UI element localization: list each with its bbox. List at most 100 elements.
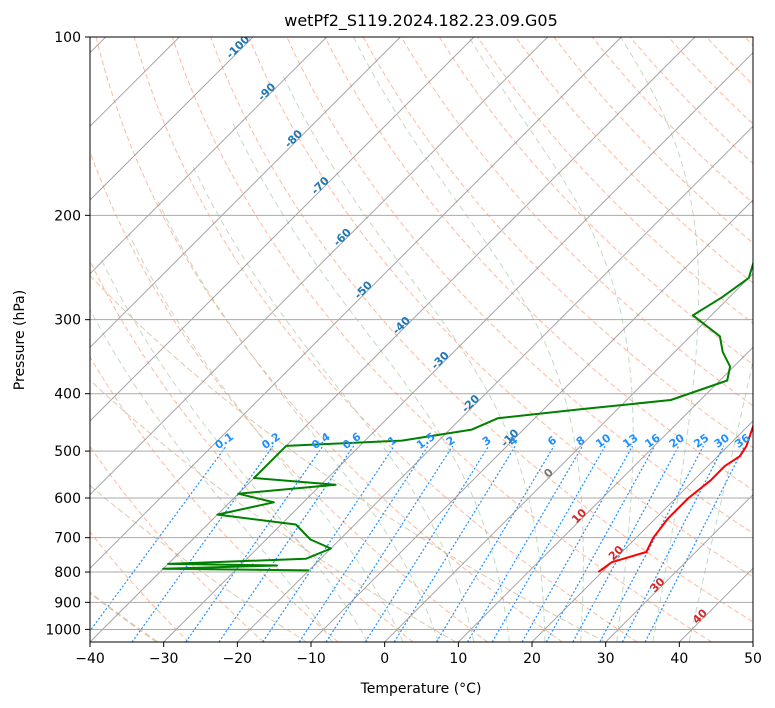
isotherm-line (678, 567, 753, 642)
dry-adiabat (668, 37, 753, 125)
mixing-ratio-line (298, 445, 429, 642)
moist-adiabat (688, 358, 753, 642)
dry-adiabat (286, 37, 753, 534)
isotherm-label: 40 (690, 606, 710, 626)
isotherm-line (90, 37, 401, 349)
mixing-ratio-line (393, 445, 516, 642)
dry-adiabat (553, 37, 753, 244)
x-tick-label: 20 (523, 651, 541, 667)
mixing-ratio-label: 10 (593, 431, 613, 451)
moist-adiabat (99, 256, 369, 642)
x-tick-label: 50 (744, 651, 762, 667)
pressure-gridlines (90, 37, 753, 630)
x-axis-label: Temperature (°C) (360, 681, 482, 697)
mixing-ratio-label: 0.2 (259, 430, 282, 452)
isotherm-line (457, 346, 753, 642)
mixing-ratio-line (185, 445, 324, 642)
dry-adiabat (362, 37, 753, 449)
moist-adiabat (90, 308, 333, 642)
reference-adiabat (90, 274, 606, 642)
mixing-ratio-line (435, 445, 555, 642)
y-tick-label: 600 (54, 491, 81, 507)
mixing-ratio-line (521, 445, 634, 642)
moist-adiabat (353, 37, 584, 642)
mixing-ratio-label: 20 (667, 431, 687, 451)
isotherm-line (752, 641, 753, 642)
chart-title: wetPf2_S119.2024.182.23.09.G05 (284, 11, 558, 31)
isotherm-label: -50 (352, 278, 375, 301)
dry-adiabat (90, 259, 414, 642)
isotherm-label: -70 (309, 174, 332, 197)
mixing-ratio-label: 0.6 (340, 430, 364, 452)
dry-adiabat (248, 37, 753, 578)
mixing-ratio-line (621, 445, 725, 642)
dry-adiabat (90, 445, 264, 642)
dewpoint-profile (162, 260, 753, 572)
dry-adiabat (706, 37, 753, 86)
plot-frame (89, 36, 754, 643)
dry-adiabat (591, 37, 753, 204)
isotherm-line (90, 37, 622, 570)
y-tick-label: 800 (54, 565, 81, 581)
y-axis-ticks: 100 200 300 400 500 600 700 800 900 1000 (45, 30, 90, 638)
isotherm-label: 10 (569, 506, 589, 526)
reference-adiabat (90, 484, 307, 642)
moist-adiabat (192, 165, 475, 642)
isotherm-line (310, 199, 753, 642)
y-tick-label: 900 (54, 595, 81, 611)
mixing-ratio-line (545, 445, 656, 642)
isotherm-line (605, 493, 753, 642)
moist-adiabat (232, 123, 510, 642)
isotherm-line (384, 272, 753, 642)
x-tick-label: 0 (380, 651, 389, 667)
moist-adiabat (620, 37, 700, 642)
isotherm-label: 30 (648, 575, 668, 595)
x-tick-label: 40 (670, 651, 688, 667)
isotherm-line (90, 37, 549, 496)
dry-adiabat (171, 37, 712, 642)
mixing-ratio-line (599, 445, 704, 642)
y-tick-label: 500 (54, 444, 81, 460)
x-axis-ticks: −40 −30 −20 −10 0 10 20 30 40 50 (75, 642, 762, 667)
mixing-ratio-label: 0.1 (213, 430, 236, 452)
x-tick-label: −40 (75, 651, 105, 667)
moist-adiabat (157, 201, 439, 642)
isotherms (90, 37, 753, 642)
isotherm-line (163, 51, 753, 642)
mixing-ratio-labels: 0.1 0.2 0.4 0.6 1 1.5 2 3 4 6 8 10 13 16 20 25 30 36 (213, 430, 753, 452)
reference-adiabats (90, 274, 606, 642)
x-tick-label: −20 (223, 651, 253, 667)
dry-adiabat (133, 37, 638, 642)
mixing-ratio-label: 3 (480, 434, 494, 449)
mixing-ratio-line (364, 445, 490, 642)
mixing-ratio-label: 25 (691, 431, 711, 450)
moist-adiabat (281, 72, 546, 642)
mixing-ratio-label: 30 (712, 431, 732, 451)
mixing-ratio-line (644, 445, 746, 642)
dry-adiabat (90, 355, 339, 642)
isotherm-label: -30 (429, 349, 452, 372)
isotherm-label: 20 (606, 543, 626, 563)
mixing-ratio-line (466, 445, 584, 642)
dry-adiabat (400, 37, 753, 407)
mixing-ratio-label: 13 (621, 431, 641, 450)
dry-adiabat (210, 37, 753, 623)
x-tick-label: −30 (149, 651, 179, 667)
y-tick-label: 200 (54, 208, 81, 224)
moist-adiabat (128, 233, 404, 642)
isotherm-label: -90 (255, 80, 278, 103)
dry-adiabats (90, 37, 753, 642)
y-tick-label: 100 (54, 30, 81, 46)
y-axis-label: Pressure (hPa) (12, 290, 28, 390)
mixing-ratio-label: 2 (444, 434, 458, 449)
y-tick-label: 700 (54, 531, 81, 547)
reference-adiabat (90, 379, 457, 642)
isotherm-line (90, 37, 254, 201)
isotherm-line (236, 125, 753, 642)
dry-adiabat (744, 37, 753, 47)
temperature-profile (597, 423, 753, 573)
y-tick-label: 400 (54, 387, 81, 403)
mixing-ratio-label: 16 (643, 431, 663, 451)
dry-adiabat (438, 37, 753, 365)
